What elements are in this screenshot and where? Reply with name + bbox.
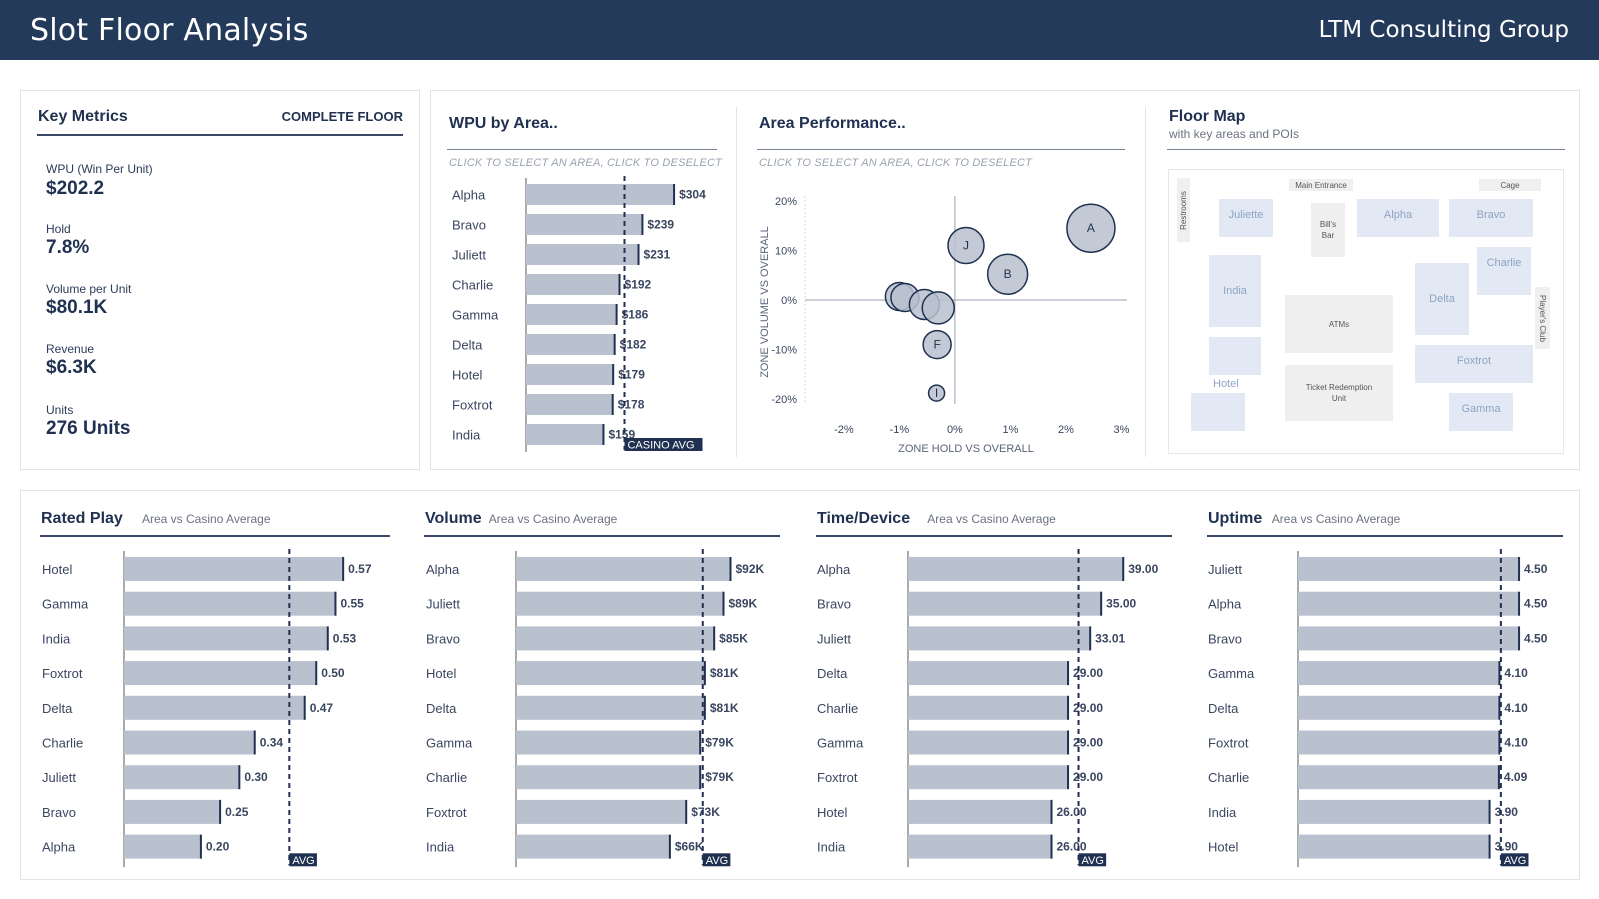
- map-area-gamma[interactable]: Gamma: [1449, 393, 1513, 431]
- poi-cage[interactable]: Cage: [1479, 179, 1541, 191]
- map-label-hotel: Hotel: [1213, 378, 1239, 390]
- header-bar: Slot Floor Analysis LTM Consulting Group: [0, 0, 1599, 60]
- poi-main-entrance[interactable]: Main Entrance: [1289, 179, 1353, 191]
- map-area-india[interactable]: India: [1209, 255, 1261, 327]
- floor-map-subtitle: with key areas and POIs: [1169, 127, 1300, 141]
- key-metrics-panel: Key Metrics COMPLETE FLOOR WPU (Win Per …: [20, 90, 420, 470]
- poi-players-club-label: Player's Club: [1538, 294, 1548, 342]
- brand-name: LTM Consulting Group: [1318, 17, 1569, 43]
- poi-restrooms-label: Restrooms: [1179, 190, 1188, 230]
- panel-divider: [1145, 107, 1146, 457]
- poi-restrooms[interactable]: Restrooms: [1177, 178, 1190, 242]
- scope-label: COMPLETE FLOOR: [281, 109, 403, 124]
- metric-value: $6.3K: [46, 357, 97, 378]
- page-title: Slot Floor Analysis: [30, 13, 309, 48]
- floor-map-rule: [1167, 149, 1565, 150]
- map-area-foxtrot[interactable]: Foxtrot: [1415, 345, 1533, 383]
- metric-value: 7.8%: [46, 237, 90, 258]
- poi-players-club[interactable]: Player's Club: [1535, 287, 1550, 349]
- key-metrics-title: Key Metrics: [38, 108, 128, 125]
- key-metrics-rule: [37, 134, 403, 136]
- map-area-charlie[interactable]: Charlie: [1477, 247, 1531, 295]
- metric-label: Hold: [46, 222, 71, 236]
- poi-bills-bar[interactable]: Bill's Bar: [1311, 203, 1345, 257]
- metric-value: $202.2: [46, 178, 105, 199]
- performance-hint: CLICK TO SELECT AN AREA, CLICK TO DESELE…: [759, 157, 1033, 169]
- poi-atms[interactable]: ATMs: [1285, 295, 1393, 353]
- floor-map: Main Entrance Cage Restrooms Juliette Bi…: [1168, 169, 1564, 454]
- metric-label: Volume per Unit: [46, 282, 132, 296]
- area-overview-panel: WPU by Area.. CLICK TO SELECT AN AREA, C…: [430, 90, 1580, 470]
- map-area-bravo[interactable]: Bravo: [1449, 199, 1533, 237]
- metric-label: Revenue: [46, 342, 95, 356]
- wpu-rule: [447, 149, 717, 150]
- map-area-juliette[interactable]: Juliette: [1219, 199, 1273, 237]
- panel-divider: [736, 107, 737, 457]
- wpu-title: WPU by Area..: [449, 115, 558, 132]
- metric-value: 276 Units: [46, 418, 131, 439]
- map-area-hotel-block[interactable]: [1209, 337, 1261, 375]
- map-area-lower-left[interactable]: [1191, 393, 1245, 431]
- map-area-delta[interactable]: Delta: [1415, 263, 1469, 335]
- metric-label: Units: [46, 403, 74, 417]
- wpu-hint: CLICK TO SELECT AN AREA, CLICK TO DESELE…: [449, 157, 723, 169]
- metrics-comparison-panel: [20, 490, 1580, 880]
- performance-title: Area Performance..: [759, 115, 906, 132]
- metric-label: WPU (Win Per Unit): [46, 162, 153, 176]
- floor-map-title: Floor Map: [1169, 108, 1246, 125]
- map-area-alpha[interactable]: Alpha: [1357, 199, 1439, 237]
- poi-ticket-redemption[interactable]: Ticket Redemption Unit: [1285, 365, 1393, 421]
- metric-value: $80.1K: [46, 297, 108, 318]
- performance-rule: [757, 149, 1125, 150]
